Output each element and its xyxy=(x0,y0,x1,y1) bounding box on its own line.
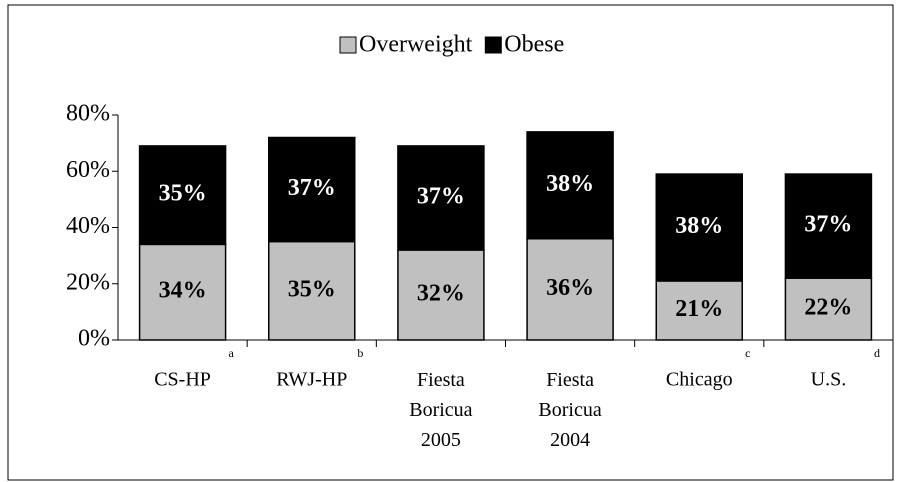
value-label: 22% xyxy=(804,295,852,321)
y-tick-label: 80% xyxy=(66,101,110,127)
x-tick-label: Fiesta Boricua 2005 xyxy=(409,369,472,451)
category-note: c xyxy=(745,346,750,360)
value-label: 35% xyxy=(288,276,336,302)
x-tick-label-line: Fiesta xyxy=(417,369,465,391)
bar-segment xyxy=(655,173,743,282)
legend-label: Overweight xyxy=(359,32,473,58)
x-tick-label: Fiesta Boricua 2004 xyxy=(538,369,601,451)
y-tick-label: 20% xyxy=(66,269,110,295)
y-tick-label: 40% xyxy=(66,213,110,239)
value-label: 34% xyxy=(159,278,207,304)
category-note: a xyxy=(229,346,235,360)
value-label: 35% xyxy=(159,181,207,207)
bar-segment xyxy=(397,145,485,251)
value-label: 37% xyxy=(804,212,852,238)
bar-segment xyxy=(526,238,614,341)
bar-segment xyxy=(268,240,356,341)
legend-swatch xyxy=(339,36,357,54)
bar-segment xyxy=(397,249,485,341)
x-tick-label: CS-HP xyxy=(154,369,211,391)
legend: Overweight Obese xyxy=(339,32,564,58)
bar-segment xyxy=(655,280,743,341)
bar-segment xyxy=(526,131,614,240)
x-tick-label-line: 2004 xyxy=(550,429,590,451)
value-label: 37% xyxy=(417,183,465,209)
x-tick-label-line: 2005 xyxy=(421,429,461,451)
bar-segment xyxy=(784,173,873,279)
value-label: 36% xyxy=(546,275,594,301)
y-tick-label: 60% xyxy=(66,157,110,183)
category-note: d xyxy=(874,346,880,360)
value-label: 21% xyxy=(675,296,723,322)
x-tick-label-line: Fiesta xyxy=(546,369,594,391)
x-tick-label: RWJ-HP xyxy=(276,369,347,391)
legend-label: Obese xyxy=(504,32,564,58)
bar-segment xyxy=(138,145,227,246)
value-label: 38% xyxy=(546,171,594,197)
legend-swatch xyxy=(484,36,502,54)
bar-segment xyxy=(268,136,356,243)
x-tick-label: Chicago xyxy=(666,369,733,391)
value-label: 38% xyxy=(675,213,723,239)
value-label: 32% xyxy=(417,281,465,307)
x-tick-label-line: Boricua xyxy=(538,399,601,421)
bar-segment xyxy=(138,243,227,341)
value-label: 37% xyxy=(288,175,336,201)
x-tick-label: U.S. xyxy=(811,369,847,391)
category-note: b xyxy=(357,346,363,360)
x-tick-label-line: Boricua xyxy=(409,399,472,421)
y-tick-label: 0% xyxy=(78,326,110,352)
